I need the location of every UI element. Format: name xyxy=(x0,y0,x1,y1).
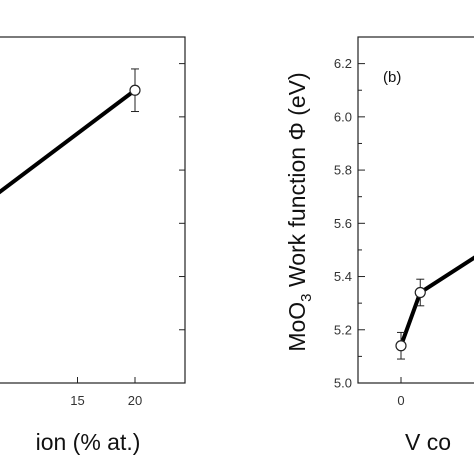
left-x-tick-label: 20 xyxy=(128,393,142,408)
right-data-point xyxy=(395,340,407,352)
y-title-subscript: 3 xyxy=(298,293,315,301)
right-y-tick-label: 6.0 xyxy=(334,109,352,124)
left-y-ticks xyxy=(179,63,185,384)
left-series-line xyxy=(0,88,137,195)
right-x-ticks: 0 xyxy=(397,377,405,408)
left-series xyxy=(0,68,141,195)
right-plot-frame xyxy=(357,36,474,384)
panel-label-b: (b) xyxy=(383,69,401,86)
left-x-tick-label: 15 xyxy=(70,393,84,408)
left-x-axis-title: ion (% at.) xyxy=(36,429,141,455)
right-series-line xyxy=(399,255,474,347)
right-data-point xyxy=(414,286,426,299)
left-chart: 15 20 ion (% at.) xyxy=(0,36,186,455)
right-y-tick-label: 5.2 xyxy=(334,322,352,337)
right-y-axis-title: MoO3 Work function Φ (eV) xyxy=(284,72,315,351)
right-y-tick-label: 5.6 xyxy=(334,216,352,231)
left-plot-frame xyxy=(0,36,186,384)
right-x-axis-title: V co xyxy=(405,429,451,455)
right-chart: (b) 5.0 5.2 5.4 5.6 5.8 6.0 6.2 0 MoO3 Work fu… xyxy=(284,36,474,455)
right-y-tick-label: 5.0 xyxy=(334,376,352,391)
right-series xyxy=(395,255,474,360)
y-title-rest: Work function Φ (eV) xyxy=(284,72,310,293)
right-y-tick-label: 5.8 xyxy=(334,163,352,178)
y-title-main: MoO xyxy=(284,302,310,352)
left-x-ticks: 15 20 xyxy=(70,377,142,408)
right-y-tick-label: 6.2 xyxy=(334,56,352,71)
right-y-ticks: 5.0 5.2 5.4 5.6 5.8 6.0 6.2 xyxy=(334,56,365,391)
right-x-tick-label: 0 xyxy=(397,393,404,408)
left-data-point xyxy=(129,84,141,96)
right-y-tick-label: 5.4 xyxy=(334,269,352,284)
